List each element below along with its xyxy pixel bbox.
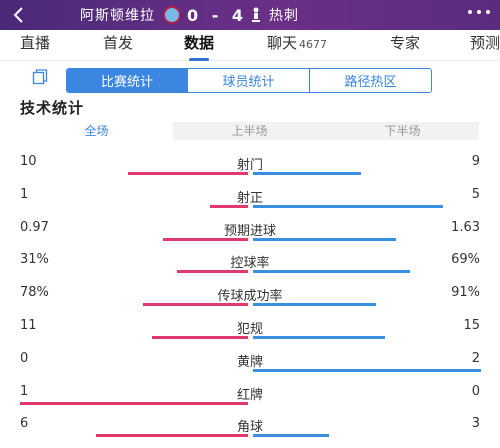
home-stat-value: 1	[20, 383, 29, 399]
stat-name: 预期进球	[223, 223, 276, 239]
stats-subbar: 比赛统计 球员统计 路径热区	[0, 61, 500, 95]
stat-row: 10 射门 9	[0, 154, 500, 186]
tab-chat[interactable]: 聊天 4677	[267, 32, 327, 59]
tab-prediction-label: 预测	[470, 34, 500, 52]
tab-lineup-label: 首发	[103, 34, 134, 52]
player-stats-button[interactable]: 球员统计	[187, 69, 309, 92]
tab-live-label: 直播	[20, 34, 51, 52]
stat-row: 1 射正 5	[0, 187, 500, 219]
stat-row: 1 红牌 0	[0, 384, 500, 416]
period-first-half[interactable]: 上半场	[231, 124, 268, 138]
period-second-half[interactable]: 下半场	[384, 124, 421, 138]
home-stat-bar	[128, 172, 248, 175]
tab-live[interactable]: 直播	[20, 32, 50, 59]
period-selector: 全场 上半场 下半场	[20, 122, 479, 140]
away-team-name: 热刺	[269, 8, 300, 24]
away-stat-bar	[253, 204, 443, 208]
home-stat-value: 11	[20, 318, 37, 333]
home-stat-bar	[163, 237, 248, 241]
stats-type-selector: 比赛统计 球员统计 路径热区	[66, 68, 432, 93]
home-stat-bar	[143, 303, 248, 307]
heatmap-button[interactable]: 路径热区	[309, 69, 431, 92]
stat-row: 31% 控球率 69%	[0, 252, 500, 284]
away-stat-value: 91%	[451, 285, 480, 301]
away-stat-value: 69%	[451, 252, 480, 268]
stat-name: 角球	[236, 420, 263, 436]
home-stat-value: 0	[20, 350, 29, 366]
chat-count-badge: 4677	[299, 38, 328, 51]
home-stat-value: 6	[20, 416, 29, 432]
match-scoreline: 阿斯顿维拉 0 - 4 热刺	[80, 0, 299, 30]
home-stat-bar	[177, 270, 248, 274]
tab-data-label: 数据	[184, 34, 215, 52]
away-stat-bar	[253, 270, 410, 274]
more-options-icon[interactable]	[468, 10, 490, 14]
away-stat-value: 3	[471, 416, 480, 432]
home-stat-bar	[210, 204, 248, 208]
stat-row: 6 角球 3	[0, 416, 500, 448]
stat-row: 78% 传球成功率 91%	[0, 285, 500, 317]
tab-experts[interactable]: 专家	[390, 32, 420, 59]
home-stat-value: 78%	[20, 285, 49, 301]
match-score: 0 - 4	[187, 5, 248, 25]
home-stat-bar	[152, 336, 248, 339]
tab-lineup[interactable]: 首发	[103, 32, 133, 59]
stat-name: 射正	[236, 190, 263, 206]
stat-name: 犯规	[236, 322, 263, 337]
home-team-name: 阿斯顿维拉	[80, 8, 155, 24]
match-header: 阿斯顿维拉 0 - 4 热刺	[0, 0, 500, 30]
away-stat-bar	[253, 368, 481, 372]
home-stat-bar	[20, 401, 248, 405]
away-stat-bar	[253, 336, 385, 339]
away-stat-value: 2	[471, 350, 480, 366]
home-stat-value: 31%	[20, 252, 49, 268]
aston-villa-crest-icon	[163, 6, 181, 24]
stat-row: 0.97 预期进球 1.63	[0, 220, 500, 252]
away-stat-value: 5	[471, 186, 480, 202]
away-stat-value: 15	[463, 318, 480, 333]
main-tabs: 直播 首发 数据 聊天 4677 专家 预测	[0, 30, 500, 61]
away-stat-bar	[253, 237, 396, 241]
home-stat-value: 0.97	[20, 219, 49, 235]
stat-name: 红牌	[236, 387, 263, 403]
home-stat-value: 10	[20, 154, 37, 169]
tab-prediction[interactable]: 预测	[470, 32, 500, 59]
stat-name: 控球率	[230, 256, 270, 272]
tab-experts-label: 专家	[390, 34, 421, 52]
period-full-match[interactable]: 全场	[20, 122, 173, 140]
home-stat-value: 1	[20, 186, 29, 202]
away-stat-bar	[253, 303, 376, 307]
stat-name: 传球成功率	[217, 289, 283, 305]
home-stat-bar	[96, 434, 248, 438]
away-stat-value: 0	[471, 383, 480, 399]
tottenham-crest-icon	[252, 7, 261, 22]
away-stat-value: 1.63	[451, 219, 480, 235]
stat-name: 黄牌	[236, 354, 263, 370]
tab-data[interactable]: 数据	[184, 32, 215, 61]
stat-name: 射门	[236, 158, 263, 173]
tab-chat-label: 聊天	[267, 34, 298, 52]
back-arrow-icon[interactable]	[12, 6, 24, 24]
match-stats-button[interactable]: 比赛统计	[67, 69, 187, 92]
away-stat-bar	[253, 434, 329, 438]
section-title: 技术统计	[20, 99, 85, 117]
document-icon[interactable]	[32, 69, 48, 85]
stat-row: 11 犯规 15	[0, 318, 500, 350]
away-stat-bar	[253, 172, 361, 175]
away-stat-value: 9	[471, 154, 480, 169]
stat-row: 0 黄牌 2	[0, 351, 500, 383]
